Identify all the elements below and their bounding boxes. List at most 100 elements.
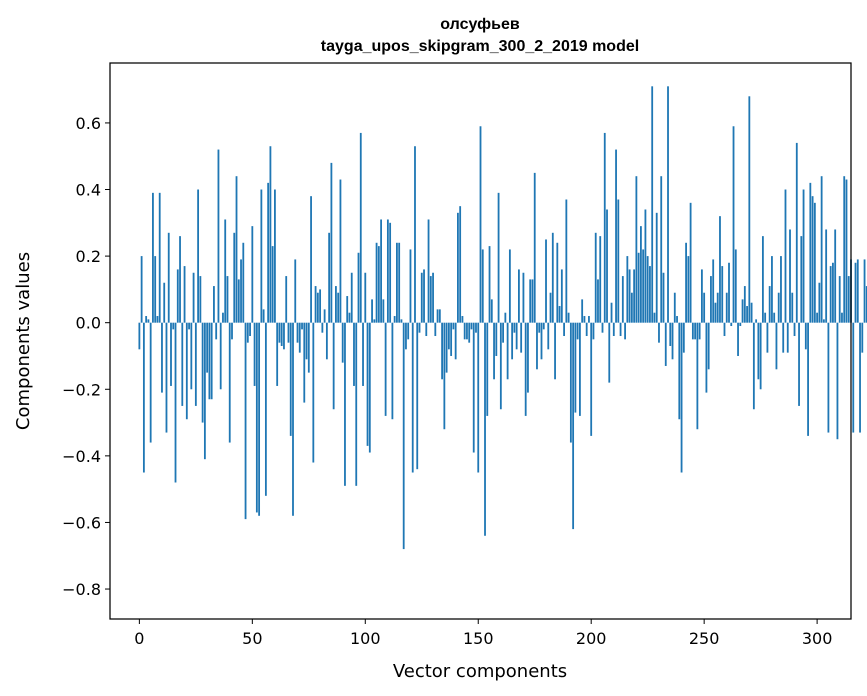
bar-139 — [452, 322, 455, 330]
bar-250 — [703, 292, 706, 323]
bar-271 — [750, 302, 753, 323]
bar-97 — [357, 252, 360, 323]
bar-171 — [524, 322, 527, 416]
bar-251 — [705, 322, 708, 393]
bar-299 — [813, 202, 816, 323]
bar-136 — [445, 322, 448, 373]
bar-184 — [554, 322, 556, 380]
bar-217 — [628, 269, 631, 323]
bar-170 — [522, 272, 525, 323]
bar-107 — [380, 219, 382, 323]
bar-289 — [791, 292, 794, 323]
bar-91 — [344, 322, 346, 486]
bar-179 — [542, 322, 545, 330]
bar-297 — [809, 182, 812, 323]
bar-99 — [362, 322, 364, 386]
bar-192 — [572, 322, 575, 530]
x-tick-label-200: 200 — [576, 629, 607, 648]
bar-59 — [271, 246, 274, 323]
bar-288 — [789, 229, 791, 323]
bar-295 — [804, 322, 807, 350]
bar-308 — [834, 229, 837, 323]
bar-133 — [438, 309, 441, 323]
bar-300 — [816, 312, 819, 323]
bar-211 — [615, 149, 617, 323]
bar-202 — [594, 232, 597, 323]
bar-203 — [597, 279, 599, 323]
bar-210 — [612, 322, 615, 337]
x-tick-label-50: 50 — [242, 629, 262, 648]
bar-39 — [226, 276, 229, 323]
bar-186 — [558, 306, 561, 323]
bar-199 — [588, 316, 590, 323]
bar-134 — [441, 322, 443, 380]
bar-180 — [545, 239, 547, 323]
bar-159 — [497, 192, 500, 323]
bar-191 — [569, 322, 572, 443]
bar-284 — [780, 256, 782, 323]
bar-24 — [192, 272, 195, 323]
x-tick-label-300: 300 — [802, 629, 833, 648]
bar-42 — [233, 232, 236, 323]
bar-200 — [590, 322, 593, 436]
bar-76 — [310, 196, 312, 323]
bar-75 — [307, 322, 310, 373]
bar-154 — [486, 322, 489, 416]
bar-166 — [513, 322, 516, 333]
bar-20 — [183, 266, 186, 323]
bar-28 — [201, 322, 204, 423]
bar-100 — [364, 272, 367, 323]
bar-221 — [637, 252, 640, 323]
bar-1 — [140, 256, 143, 323]
bar-68 — [292, 322, 294, 516]
bar-23 — [190, 322, 193, 390]
bar-92 — [346, 296, 349, 323]
bar-43 — [235, 176, 238, 323]
bar-74 — [305, 322, 308, 360]
bar-125 — [420, 272, 423, 323]
bar-309 — [836, 322, 839, 440]
bar-248 — [698, 322, 701, 340]
bar-103 — [371, 299, 373, 323]
bar-293 — [800, 236, 803, 323]
bar-46 — [242, 242, 245, 323]
bar-141 — [457, 212, 459, 323]
bar-78 — [314, 286, 317, 323]
bar-261 — [728, 262, 730, 323]
bar-258 — [721, 266, 724, 323]
bar-11 — [163, 282, 166, 323]
bar-4 — [147, 319, 150, 323]
bar-265 — [737, 322, 739, 356]
bar-17 — [176, 269, 179, 323]
bar-208 — [608, 322, 611, 383]
bar-235 — [669, 322, 672, 346]
bar-66 — [287, 322, 290, 343]
bar-3 — [145, 316, 148, 323]
bar-153 — [484, 322, 486, 536]
bar-201 — [592, 322, 595, 340]
bar-121 — [411, 322, 414, 473]
bar-190 — [567, 312, 570, 323]
bar-259 — [723, 322, 726, 337]
bar-224 — [644, 209, 647, 323]
bar-282 — [775, 322, 778, 370]
bar-129 — [429, 276, 432, 323]
bar-109 — [384, 322, 387, 416]
bar-65 — [285, 276, 288, 323]
chart-title-line-2: tayga_upos_skipgram_300_2_2019 model — [321, 38, 639, 55]
bar-82 — [323, 309, 326, 323]
bar-262 — [730, 322, 733, 327]
bar-227 — [651, 86, 654, 323]
bar-157 — [493, 322, 495, 380]
bar-239 — [678, 322, 681, 420]
bar-25 — [194, 322, 197, 406]
x-axis-ticks: 0 50 100 150 200 250 300 — [134, 619, 832, 648]
bar-195 — [579, 322, 581, 416]
bar-series — [138, 86, 867, 550]
bar-144 — [463, 322, 466, 340]
bar-234 — [667, 86, 669, 323]
bar-167 — [515, 322, 518, 350]
bar-112 — [391, 322, 394, 420]
bar-301 — [818, 282, 821, 323]
bar-314 — [847, 276, 850, 323]
